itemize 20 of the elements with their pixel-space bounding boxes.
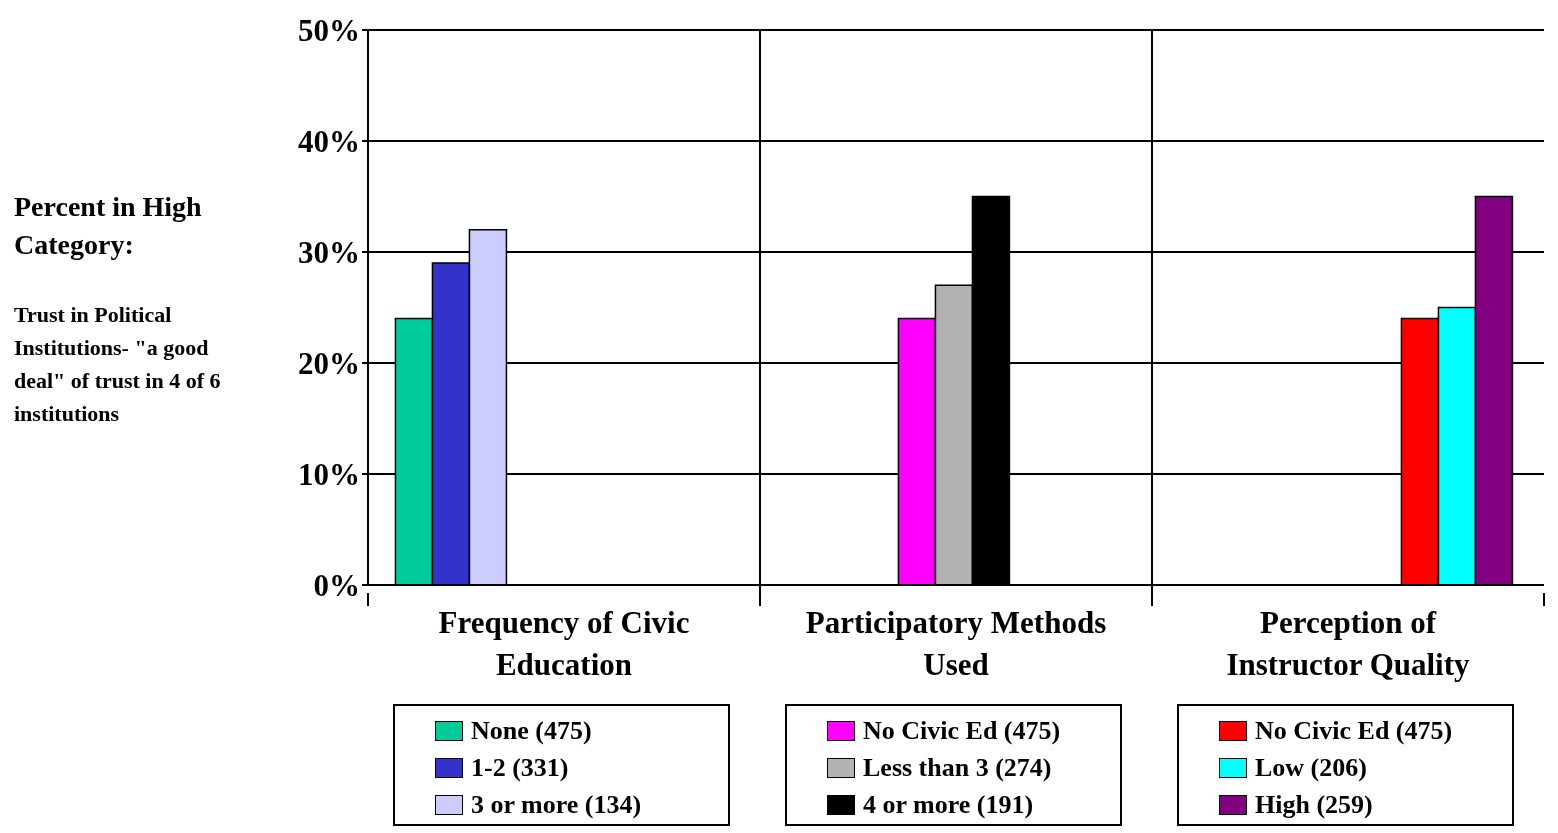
y-axis-title: Percent in High Category: — [14, 190, 203, 262]
legend-label: 4 or more (191) — [863, 789, 1034, 820]
legend-label: No Civic Ed (475) — [1255, 715, 1453, 746]
y-tick-label: 20% — [298, 346, 360, 382]
x-tick-label: Frequency of Civic Education — [438, 605, 690, 682]
y-tick-label: 10% — [298, 457, 360, 493]
legend-label: None (475) — [471, 715, 592, 746]
legend-label: 3 or more (134) — [471, 789, 642, 820]
y-tick-label: 40% — [298, 124, 360, 160]
legend-label: Low (206) — [1255, 752, 1367, 783]
x-tick-label: Perception of Instructor Quality — [1226, 605, 1471, 682]
legend-label: No Civic Ed (475) — [863, 715, 1061, 746]
legend-label: 1-2 (331) — [471, 752, 569, 783]
y-tick-label: 30% — [298, 235, 360, 271]
y-tick-label: 50% — [298, 13, 360, 49]
y-tick-label: 0% — [313, 568, 360, 604]
legend-label: High (259) — [1255, 789, 1373, 820]
legend-label: Less than 3 (274) — [863, 752, 1052, 783]
text: Trust in Political Institutions- "a good deal" of trust in 4 of 6 institutions — [14, 301, 222, 428]
x-tick-label: Participatory Methods Used — [805, 605, 1107, 682]
